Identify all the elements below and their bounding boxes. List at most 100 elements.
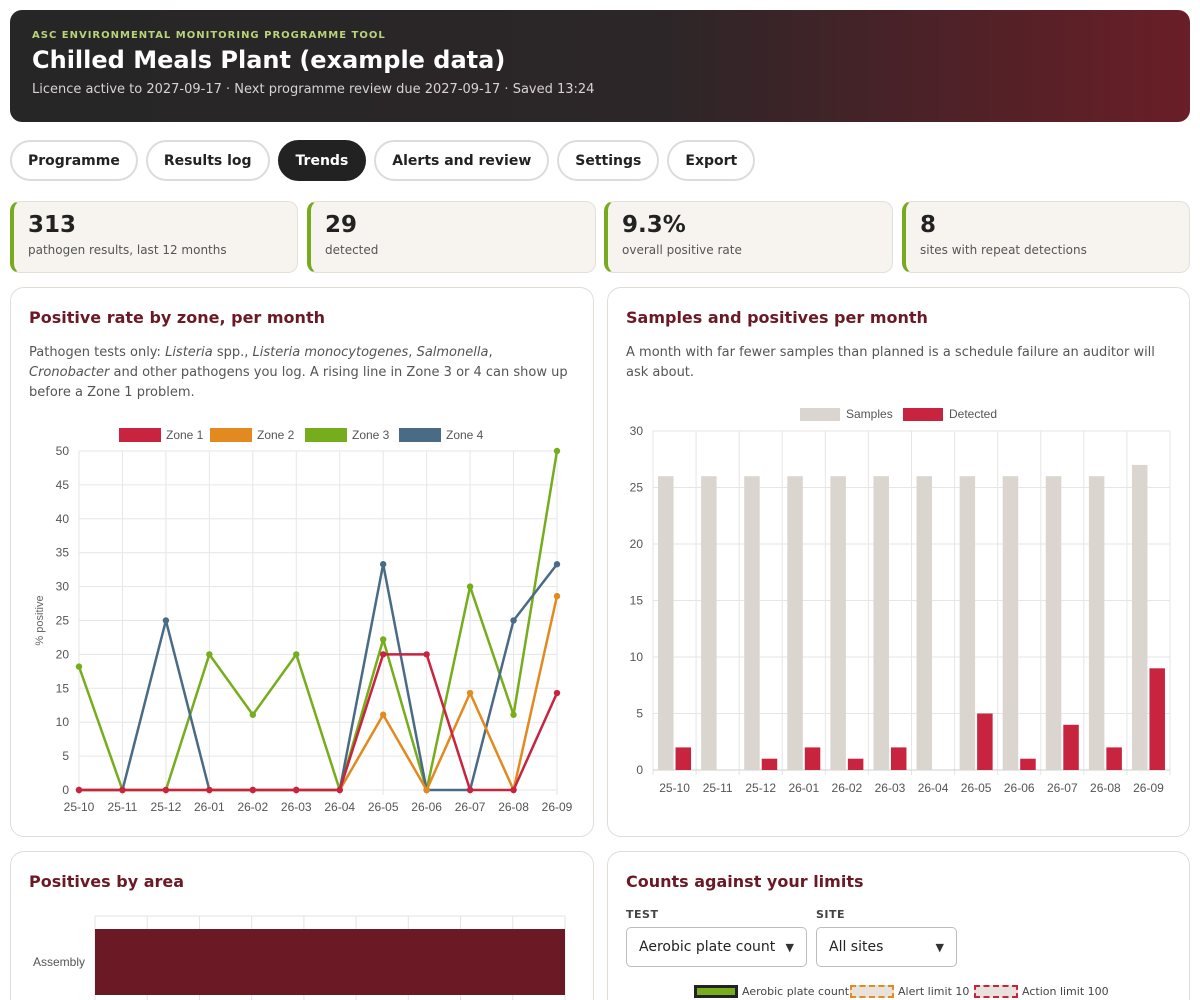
site-select-value: All sites	[829, 939, 884, 955]
data-point	[466, 583, 474, 590]
data-point	[553, 592, 561, 600]
legend-label: Detected	[949, 407, 997, 421]
samples-bar	[916, 476, 933, 770]
y-tick-label: 0	[62, 783, 69, 797]
x-tick-label: 26-06	[1004, 781, 1035, 795]
legend-swatch	[800, 408, 840, 421]
y-tick-label: 15	[56, 681, 70, 695]
y-tick-label: 15	[630, 594, 644, 608]
legend-swatch	[694, 985, 738, 998]
data-point	[293, 651, 300, 658]
data-point	[510, 711, 517, 718]
stat-card-repeat-sites: 8 sites with repeat detections	[902, 201, 1190, 273]
data-point	[379, 561, 387, 568]
test-label: TEST	[626, 908, 659, 921]
legend-label: Samples	[846, 407, 893, 421]
stat-label: overall positive rate	[622, 243, 742, 257]
stat-label: detected	[325, 243, 379, 257]
legend-swatch	[850, 985, 894, 998]
samples-bar	[658, 476, 674, 770]
legend-label: Zone 2	[257, 428, 295, 442]
samples-bar	[1002, 476, 1019, 770]
legend-swatch	[399, 428, 441, 442]
legend-label: Action limit 100	[1022, 985, 1109, 998]
detected-bar	[890, 747, 907, 770]
x-tick-label: 26-02	[237, 800, 268, 814]
x-tick-label: 26-08	[498, 800, 529, 814]
x-tick-label: 25-11	[703, 781, 733, 795]
x-tick-label: 25-12	[151, 800, 182, 814]
data-point	[553, 447, 561, 455]
data-point	[206, 786, 213, 794]
x-tick-label: 26-09	[542, 800, 573, 814]
test-select-value: Aerobic plate count	[639, 939, 776, 955]
card-title: Positive rate by zone, per month	[29, 308, 325, 327]
stat-card-positive-rate: 9.3% overall positive rate	[604, 201, 893, 273]
data-point	[553, 689, 561, 697]
data-point	[162, 786, 170, 794]
stat-card-detected: 29 detected	[307, 201, 596, 273]
legend-swatch	[305, 428, 347, 442]
samples-bar	[1045, 476, 1062, 770]
detected-bar	[1020, 758, 1036, 770]
series-line	[79, 653, 559, 792]
tab-settings[interactable]: Settings	[557, 140, 660, 181]
x-tick-label: 26-03	[875, 781, 906, 795]
y-tick-label: 50	[56, 444, 70, 458]
chevron-down-icon: ▼	[785, 940, 794, 954]
licence-status: Licence active to 2027-09-17 · Next prog…	[32, 82, 595, 97]
samples-bar	[701, 476, 717, 770]
chevron-down-icon: ▼	[935, 940, 944, 954]
x-tick-label: 26-01	[788, 781, 819, 795]
card-description: A month with far fewer samples than plan…	[626, 345, 1155, 380]
y-tick-label: 40	[56, 512, 70, 526]
data-point	[510, 786, 517, 794]
data-point	[423, 651, 430, 658]
samples-bar	[1088, 476, 1105, 770]
zone-line-chart: 0 5 10 15 20 25 30 35 40 45 50 25-10 25-11 25-12 26-01…	[34, 428, 573, 814]
y-tick-label: 20	[630, 537, 644, 551]
stat-value: 8	[920, 212, 937, 238]
y-axis-label: % positive	[34, 595, 46, 645]
legend-swatch	[974, 985, 1018, 998]
data-point	[75, 663, 83, 670]
x-tick-label: 26-01	[194, 800, 225, 814]
tab-results-log[interactable]: Results log	[145, 140, 270, 181]
samples-bar	[1131, 464, 1148, 770]
stat-value: 9.3%	[622, 212, 686, 238]
page-title: Chilled Meals Plant (example data)	[32, 46, 506, 74]
samples-bar	[830, 476, 846, 770]
site-select[interactable]: All sites ▼	[816, 927, 957, 967]
test-select[interactable]: Aerobic plate count ▼	[626, 927, 807, 967]
legend-label: Zone 3	[352, 428, 390, 442]
data-point	[293, 786, 300, 794]
area-bar-chart: Assembly	[33, 915, 566, 1000]
x-tick-label: 26-04	[324, 800, 355, 814]
legend-aerobic: Aerobic plate count	[694, 985, 849, 998]
x-tick-label: 26-05	[961, 781, 992, 795]
y-tick-label: 45	[56, 478, 70, 492]
legend-label: Zone 1	[166, 428, 204, 442]
x-tick-label: 25-11	[108, 800, 138, 814]
legend-action-limit: Action limit 100	[974, 985, 1109, 998]
legend-label: Aerobic plate count	[742, 985, 850, 998]
x-tick-label: 26-07	[1047, 781, 1078, 795]
detected-bar	[977, 713, 993, 770]
samples-bar-chart: 0 5 10 15 20 25 30 25-10 25-11 25-12 26-01 26-02 26-…	[630, 407, 1171, 795]
detected-bar	[1063, 724, 1079, 770]
y-tick-label: 25	[56, 614, 70, 628]
legend-alert-limit: Alert limit 10	[850, 985, 969, 998]
y-tick-label: 30	[630, 424, 644, 438]
y-tick-label: 20	[56, 647, 70, 661]
data-point	[510, 617, 517, 624]
data-point	[466, 689, 474, 697]
tab-export[interactable]: Export	[667, 140, 756, 181]
tab-alerts-and-review[interactable]: Alerts and review	[374, 140, 550, 181]
card-description: Pathogen tests only: Listeria spp., List…	[29, 345, 568, 400]
area-chart-card: Positives by area Assembly	[10, 851, 594, 1000]
area-bar	[95, 929, 565, 995]
series-line	[79, 595, 559, 792]
tab-programme[interactable]: Programme	[10, 140, 138, 181]
tab-trends[interactable]: Trends	[277, 140, 367, 181]
data-point	[466, 786, 474, 794]
